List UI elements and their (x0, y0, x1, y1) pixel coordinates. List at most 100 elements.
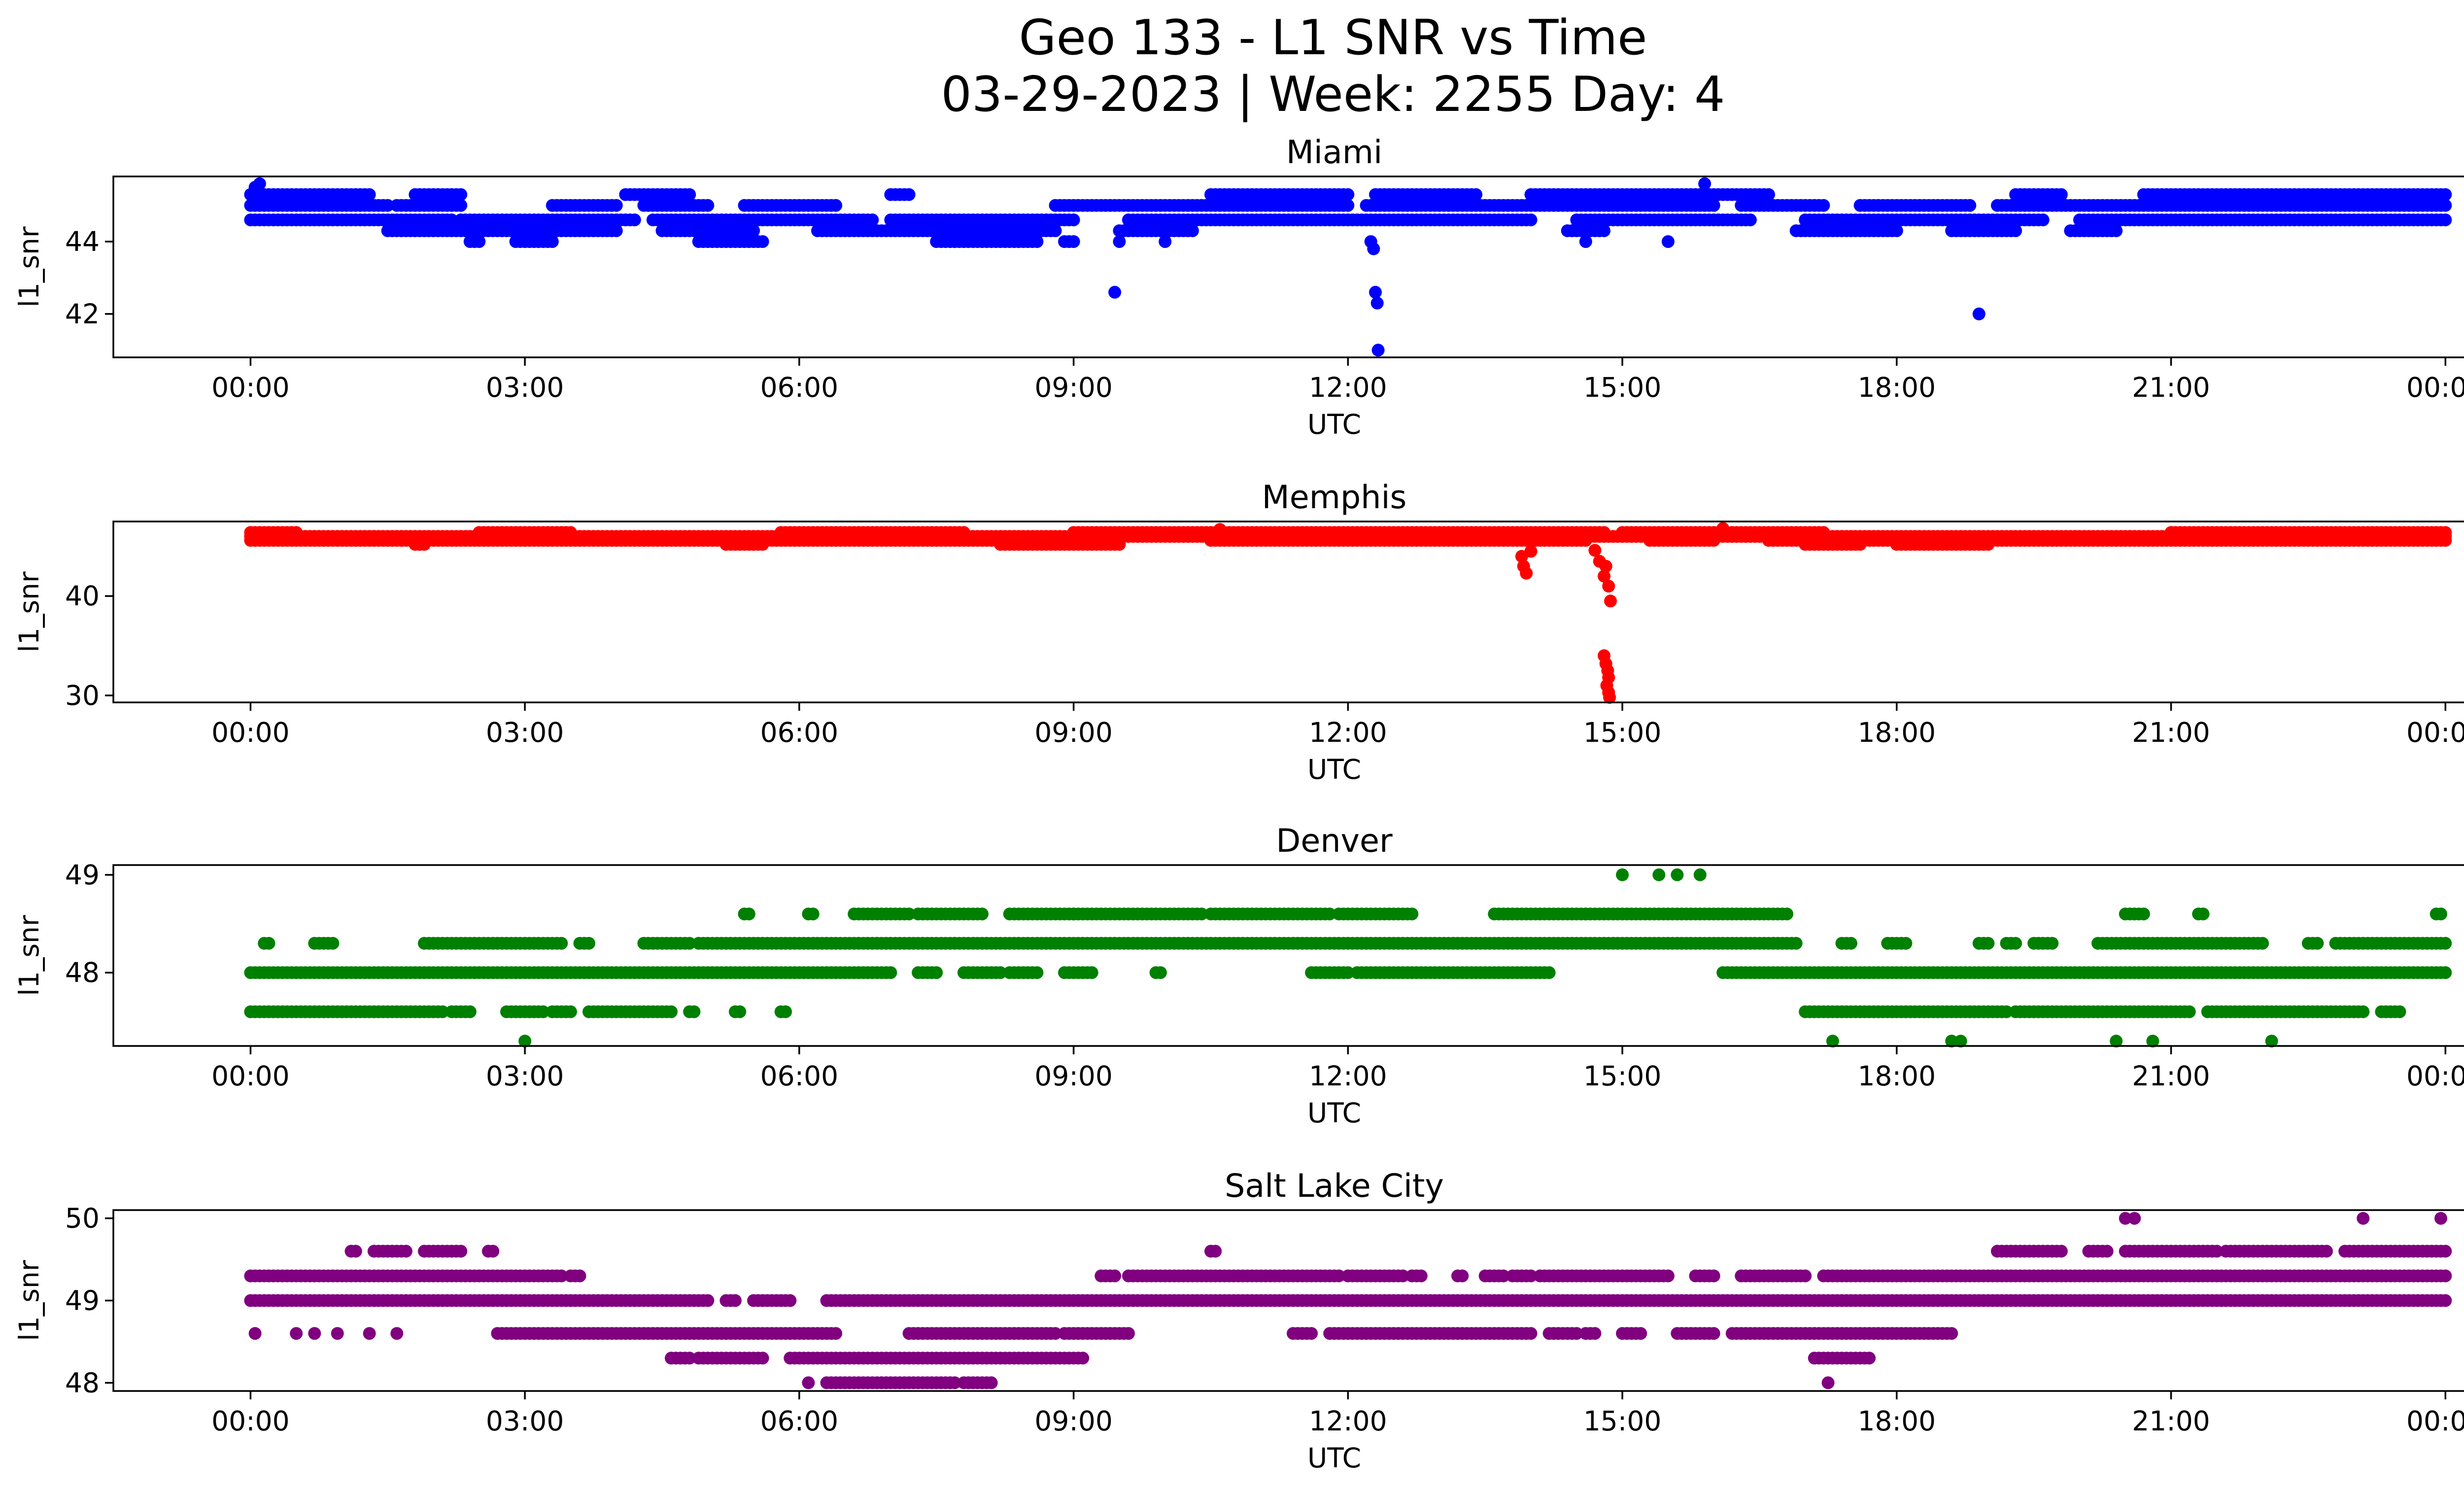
miami-point (1762, 188, 1775, 201)
miami-x-tick-label: 00:00 (2406, 372, 2464, 403)
miami-point (1369, 285, 1382, 299)
miami-x-tick-label: 15:00 (1583, 372, 1662, 403)
denver-point (1780, 907, 1794, 921)
miami-point (701, 199, 715, 212)
miami-point (1470, 188, 1483, 201)
denver-point (582, 937, 595, 950)
salt-lake-city-point (1209, 1245, 1222, 1258)
miami-point (2439, 199, 2452, 212)
salt-lake-city-point (1108, 1269, 1122, 1283)
salt-lake-city-point (399, 1245, 412, 1258)
miami-point (1963, 199, 1977, 212)
denver-point (2256, 937, 2269, 950)
figure-title-line1: Geo 133 - L1 SNR vs Time (1019, 10, 1647, 66)
miami-point (1524, 213, 1538, 227)
miami-point (1341, 188, 1355, 201)
memphis-point (1113, 538, 1126, 551)
salt-lake-city-point (829, 1327, 843, 1340)
miami-point (1707, 199, 1720, 212)
denver-y-tick-label: 48 (65, 957, 100, 988)
denver-point (733, 1005, 747, 1018)
miami-x-tick-label: 00:00 (211, 372, 290, 403)
denver-point (1030, 966, 1044, 979)
memphis-point (1604, 594, 1617, 608)
memphis-x-tick-label: 12:00 (1309, 717, 1387, 748)
miami-point (1371, 344, 1385, 357)
memphis-x-tick-label: 00:00 (211, 717, 290, 748)
miami-x-axis-label: UTC (1307, 409, 1361, 440)
salt-lake-city-data-points (244, 1212, 2452, 1390)
salt-lake-city-point (573, 1269, 586, 1283)
miami-point (683, 188, 696, 201)
miami-y-tick-label: 44 (65, 226, 100, 257)
salt-lake-city-point (1524, 1327, 1538, 1340)
salt-lake-city-point (1414, 1269, 1428, 1283)
miami-point (866, 213, 879, 227)
denver-point (1652, 868, 1666, 881)
miami-panel-title: Miami (1286, 134, 1382, 171)
miami-point (610, 224, 623, 238)
memphis-point (1853, 538, 1867, 551)
memphis-point (2439, 534, 2452, 547)
memphis-y-tick-label: 30 (65, 680, 100, 711)
denver-x-tick-label: 03:00 (486, 1060, 564, 1092)
denver-data-points (244, 868, 2452, 1048)
memphis-point (1602, 580, 1615, 593)
denver-point (2311, 937, 2324, 950)
denver-point (2046, 937, 2059, 950)
denver-point (742, 907, 755, 921)
denver-point (564, 1005, 577, 1018)
denver-panel-title: Denver (1276, 823, 1393, 860)
salt-lake-city-point (784, 1294, 797, 1307)
miami-point (1113, 235, 1126, 248)
denver-point (976, 907, 989, 921)
denver-plot-frame (112, 864, 2464, 1047)
miami-point (2439, 213, 2452, 227)
denver-point (1542, 966, 1556, 979)
memphis-x-tick-label: 21:00 (2132, 717, 2210, 748)
miami-point (1159, 235, 1172, 248)
miami-x-tick-label: 18:00 (1858, 372, 1936, 403)
denver-point (687, 1005, 701, 1018)
memphis-point (1520, 566, 1533, 580)
miami-point (473, 235, 486, 248)
memphis-x-tick-label: 06:00 (760, 717, 839, 748)
miami-point (546, 235, 559, 248)
miami-point (253, 177, 266, 190)
panel-salt-lake-city: 00:00 03:00 06:00 09:00 12:00 15:00 18:00 21:00… (13, 1168, 2464, 1474)
memphis-point (1524, 545, 1538, 558)
miami-x-tick-label: 06:00 (760, 372, 839, 403)
miami-point (1598, 224, 1610, 238)
miami-point (747, 224, 760, 238)
denver-x-axis: 00:00 03:00 06:00 09:00 12:00 15:00 18:00 21:00… (211, 1046, 2464, 1092)
miami-point (2054, 188, 2068, 201)
memphis-point (1707, 534, 1720, 547)
miami-x-tick-label: 09:00 (1034, 372, 1113, 403)
memphis-x-tick-label: 18:00 (1858, 717, 1936, 748)
miami-point (2110, 224, 2123, 238)
salt-lake-city-point (2439, 1294, 2452, 1307)
salt-lake-city-point (1661, 1269, 1675, 1283)
denver-x-tick-label: 18:00 (1858, 1060, 1936, 1092)
denver-point (463, 1005, 477, 1018)
miami-point (1108, 285, 1122, 299)
miami-point (1661, 235, 1675, 248)
miami-point (1744, 213, 1757, 227)
salt-lake-city-point (1456, 1269, 1469, 1283)
salt-lake-city-point (2439, 1269, 2452, 1283)
memphis-plot-frame (112, 521, 2464, 703)
denver-y-tick-label: 49 (65, 859, 100, 891)
denver-point (326, 937, 340, 950)
denver-point (1845, 937, 1857, 950)
denver-point (1154, 966, 1167, 979)
miami-point (2036, 213, 2050, 227)
miami-data-points (244, 177, 2452, 357)
memphis-point (418, 538, 431, 551)
denver-point (779, 1005, 792, 1018)
miami-point (1030, 235, 1044, 248)
miami-point (1067, 213, 1080, 227)
denver-y-axis-label: l1_snr (13, 915, 45, 996)
denver-point (1405, 907, 1419, 921)
miami-point (454, 199, 468, 212)
